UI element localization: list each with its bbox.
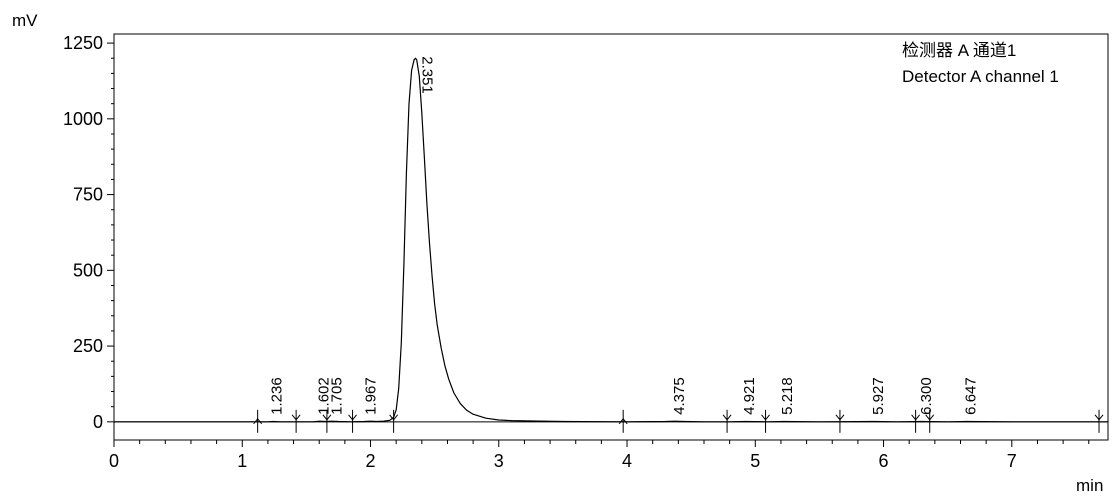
peak-label: 1.967 bbox=[362, 377, 379, 415]
y-tick-label: 500 bbox=[73, 260, 103, 280]
peak-label: 6.647 bbox=[963, 377, 980, 415]
x-tick-label: 2 bbox=[366, 451, 376, 471]
y-tick-label: 1000 bbox=[63, 109, 103, 129]
peak-label: 1.602 bbox=[315, 377, 332, 415]
peak-label: 1.705 bbox=[329, 377, 346, 415]
legend-line-1: 检测器 A 通道1 bbox=[902, 41, 1016, 60]
peak-label: 4.921 bbox=[741, 377, 758, 415]
x-tick-label: 7 bbox=[1007, 451, 1017, 471]
x-tick-label: 1 bbox=[237, 451, 247, 471]
peak-label: 6.300 bbox=[918, 377, 935, 415]
y-axis-unit: mV bbox=[12, 11, 38, 30]
peak-label: 2.351 bbox=[419, 56, 436, 94]
y-axis: 0 250 500 750 1000 1250 bbox=[63, 33, 114, 432]
x-tick-label: 6 bbox=[879, 451, 889, 471]
x-tick-label: 4 bbox=[622, 451, 632, 471]
x-tick-label: 5 bbox=[750, 451, 760, 471]
x-axis-unit: min bbox=[1076, 476, 1103, 495]
legend-line-2: Detector A channel 1 bbox=[902, 67, 1059, 86]
x-axis: 0 1 2 3 4 5 6 7 bbox=[109, 440, 1090, 471]
y-tick-label: 1250 bbox=[63, 33, 103, 53]
legend: 检测器 A 通道1 Detector A channel 1 bbox=[902, 41, 1059, 86]
x-tick-label: 0 bbox=[109, 451, 119, 471]
y-tick-label: 750 bbox=[73, 185, 103, 205]
plot-border bbox=[113, 33, 1109, 441]
y-tick-label: 250 bbox=[73, 336, 103, 356]
peak-label: 1.236 bbox=[269, 377, 286, 415]
baseline-marker bbox=[389, 409, 398, 433]
plot-frame bbox=[113, 33, 1109, 441]
y-tick-label: 0 bbox=[93, 412, 103, 432]
peak-label: 5.927 bbox=[870, 377, 887, 415]
x-tick-label: 3 bbox=[494, 451, 504, 471]
peak-label: 4.375 bbox=[671, 377, 688, 415]
series-line bbox=[114, 57, 1108, 423]
signal-trace bbox=[114, 57, 1108, 423]
peak-label: 5.218 bbox=[779, 377, 796, 415]
